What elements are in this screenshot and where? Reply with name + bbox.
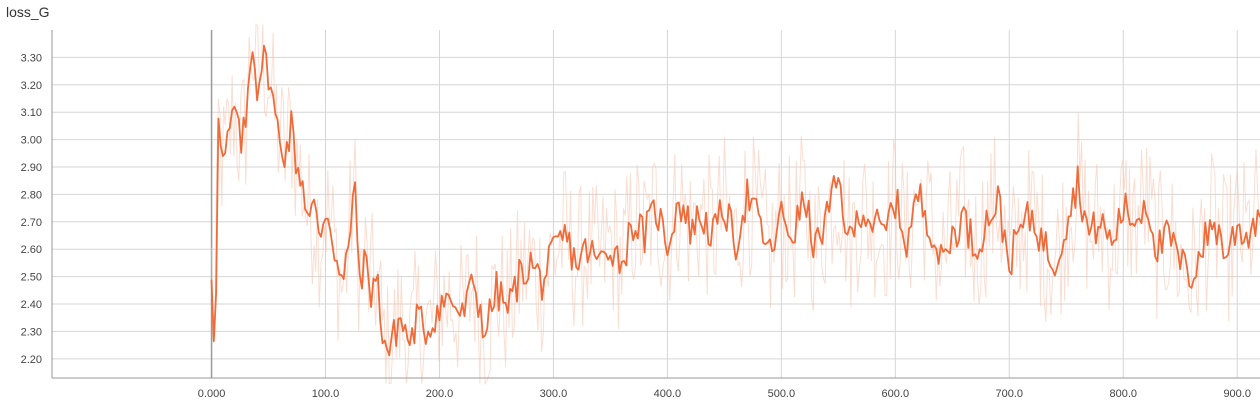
- x-tick-label-5: 500.0: [768, 388, 796, 400]
- y-tick-label-3: 2.50: [21, 272, 42, 284]
- y-tick-label-8: 3.00: [21, 135, 42, 147]
- x-tick-label-9: 900.0: [1223, 388, 1251, 400]
- y-tick-label-4: 2.60: [21, 244, 42, 256]
- y-tick-label-6: 2.80: [21, 189, 42, 201]
- x-tick-label-7: 700.0: [996, 388, 1024, 400]
- x-tick-label-4: 400.0: [654, 388, 682, 400]
- chart-title: loss_G: [6, 4, 50, 20]
- x-tick-label-3: 300.0: [540, 388, 568, 400]
- y-tick-label-7: 2.90: [21, 162, 42, 174]
- x-tick-label-6: 600.0: [882, 388, 910, 400]
- y-tick-label-10: 3.20: [21, 80, 42, 92]
- raw-series: [211, 23, 1260, 386]
- x-tick-label-1: 100.0: [312, 388, 340, 400]
- y-tick-label-2: 2.40: [21, 299, 42, 311]
- y-tick-label-0: 2.20: [21, 354, 42, 366]
- y-tick-label-1: 2.30: [21, 326, 42, 338]
- series-layer: [210, 44, 1260, 357]
- y-tick-label-11: 3.30: [21, 52, 42, 64]
- y-tick-label-9: 3.10: [21, 107, 42, 119]
- x-tick-label-0: 0.000: [198, 388, 226, 400]
- raw-series-line: [211, 23, 1260, 386]
- grid: [52, 30, 1260, 378]
- smoothed-series-line: [210, 44, 1260, 357]
- axes: [51, 30, 1260, 379]
- y-tick-labels: 2.20 2.30 2.40 2.50 2.60 2.70 2.80 2.90 3.00 3.10…: [21, 52, 42, 365]
- x-tick-label-2: 200.0: [426, 388, 454, 400]
- x-tick-label-8: 800.0: [1109, 388, 1137, 400]
- x-tick-labels: 0.000 100.0 200.0 300.0 400.0 500.0 600.0 700.0…: [198, 388, 1251, 400]
- y-tick-label-5: 2.70: [21, 217, 42, 229]
